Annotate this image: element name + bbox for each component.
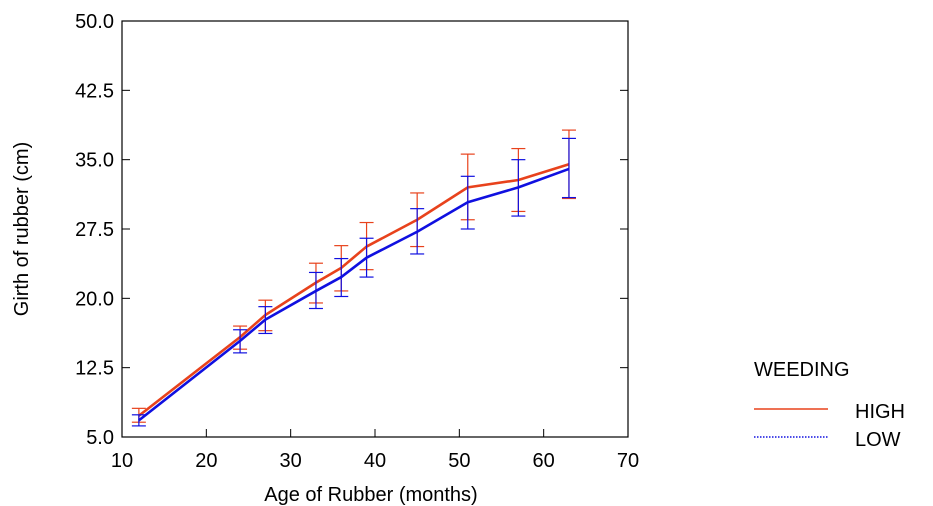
legend-title: WEEDING [754,359,850,381]
x-axis-title: Age of Rubber (months) [264,484,477,506]
series-line-low [138,167,570,422]
y-tick-label: 20.0 [75,288,114,310]
y-axis-title: Girth of rubber (cm) [11,142,33,316]
y-tick-label: 5.0 [86,427,114,449]
y-tick-label: 35.0 [75,150,114,172]
legend: WEEDING HIGH LOW [754,359,905,451]
y-tick-label: 27.5 [75,219,114,241]
x-tick-label: 20 [195,450,217,472]
x-tick-label: 70 [617,450,639,472]
series-layer [131,129,576,427]
x-tick-label: 30 [280,450,302,472]
y-tick-label: 12.5 [75,358,114,380]
legend-label-low: LOW [855,429,901,451]
x-tick-label: 10 [111,450,133,472]
axis-ticks: 10 20 30 40 50 60 70 5.0 12.5 20.0 27.5 35.0 42.5 50.… [75,11,639,472]
legend-items: HIGH LOW [754,401,905,451]
series-line-high [138,163,570,417]
legend-label-high: HIGH [855,401,905,423]
y-tick-label: 42.5 [75,80,114,102]
series-low [131,137,576,427]
x-tick-label: 40 [364,450,386,472]
x-tick-label: 60 [533,450,555,472]
y-tick-label: 50.0 [75,11,114,33]
x-tick-label: 50 [448,450,470,472]
series-high [131,129,576,423]
